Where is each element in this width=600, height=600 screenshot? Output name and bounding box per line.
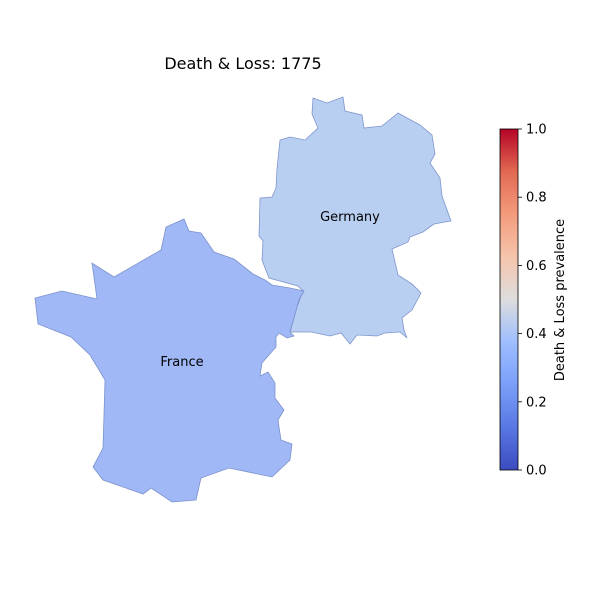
colorbar-tick-label: 0.6 <box>526 259 547 274</box>
colorbar-label: Death & Loss prevalence <box>553 219 568 381</box>
colorbar-gradient <box>499 128 519 471</box>
region-germany[interactable] <box>258 96 452 345</box>
colorbar-tick-label: 0.2 <box>526 395 547 410</box>
map-title: Death & Loss: 1775 <box>164 54 321 73</box>
colorbar-tick-label: 1.0 <box>526 123 547 138</box>
region-france[interactable] <box>34 218 305 503</box>
region-label-germany: Germany <box>320 210 380 225</box>
colorbar-tick-label: 0.8 <box>526 191 547 206</box>
colorbar: 0.0 0.2 0.4 0.6 0.8 1.0 Death & Loss prevalen… <box>499 123 568 479</box>
colorbar-tick-label: 0.0 <box>526 464 547 479</box>
region-label-france: France <box>160 355 203 370</box>
colorbar-ticks: 0.0 0.2 0.4 0.6 0.8 1.0 <box>518 123 547 479</box>
colorbar-tick-label: 0.4 <box>526 327 547 342</box>
